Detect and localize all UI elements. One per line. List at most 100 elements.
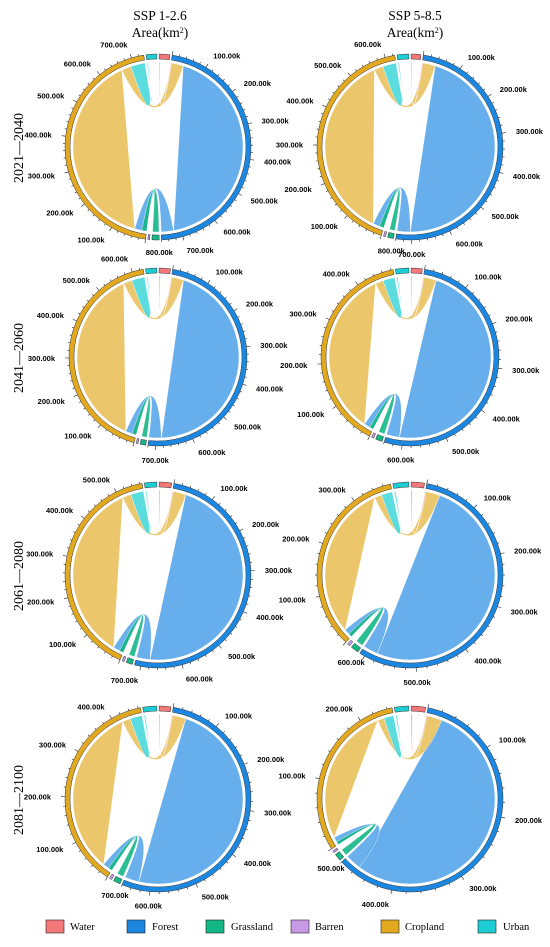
tick-forest	[494, 385, 497, 387]
tick-cropland	[344, 215, 348, 219]
tick-forest	[461, 428, 464, 431]
tick-cropland	[71, 758, 74, 761]
tick-label-axis-end: 800.00k	[146, 248, 174, 257]
tick-forest	[242, 837, 245, 840]
tick-forest	[463, 222, 465, 225]
tick-cropland	[94, 727, 97, 730]
tick-label-forest: 300.00k	[512, 366, 540, 375]
sector-gap-barren	[124, 654, 127, 657]
ribbon-self-forest	[359, 719, 496, 885]
tick-forest	[376, 886, 378, 889]
sector-gap-grassland	[141, 437, 147, 440]
legend-label-barren: Barren	[315, 922, 344, 933]
tick-forest	[486, 402, 489, 404]
tick-label-cropland: 400.00k	[37, 311, 65, 320]
tick-label-cropland: 100.00k	[77, 236, 105, 245]
tick-label-cropland: 100.00k	[49, 640, 77, 649]
sector-cropland	[320, 269, 395, 437]
tick-cropland	[372, 711, 374, 714]
sector-water	[158, 705, 172, 713]
tick-cropland	[320, 183, 325, 186]
tick-forest	[225, 210, 228, 213]
tick-cropland	[68, 767, 71, 769]
sector-grassland	[151, 234, 160, 241]
chord-panel-6: 100.00k 200.00k 300.00k 400.00k 500.00k 600.0…	[24, 702, 292, 910]
sector-gap-barren	[351, 638, 355, 642]
tick-cropland	[349, 288, 352, 291]
tick-cropland	[326, 190, 329, 192]
sector-urban	[396, 53, 410, 61]
tick-forest	[235, 746, 238, 748]
tick-label-cropland: 300.00k	[28, 172, 56, 181]
tick-cropland	[68, 605, 71, 607]
tick-label-cropland: 300.00k	[289, 310, 317, 319]
sector-gap-barren	[148, 232, 151, 234]
tick-cropland	[87, 82, 90, 85]
tick-label-forest: 100.00k	[474, 273, 502, 282]
tick-cropland	[96, 287, 100, 291]
tick-forest	[189, 662, 192, 665]
tick-forest	[120, 884, 123, 887]
tick-cropland	[358, 225, 361, 228]
tick-forest	[446, 438, 449, 443]
tick-label-forest: 200.00k	[252, 520, 280, 529]
tick-forest	[448, 883, 450, 886]
tick-cropland	[344, 505, 347, 508]
tick-cropland	[74, 191, 77, 194]
tick-forest	[243, 611, 248, 614]
tick-cropland	[102, 721, 104, 724]
tick-cropland	[116, 230, 119, 233]
chord-panel-0: 100.00k 200.00k 300.00k 400.00k 500.00k 600.0…	[25, 40, 292, 257]
ribbon-urban-cropland	[383, 714, 403, 758]
tick-forest	[437, 663, 439, 666]
tick-cropland	[98, 219, 100, 222]
tick-cropland	[123, 58, 125, 61]
tick-label-cropland: 100.00k	[36, 845, 64, 854]
tick-cropland	[92, 77, 95, 80]
tick-forest	[454, 433, 456, 436]
tick-forest	[173, 703, 175, 708]
sector-barren	[332, 847, 339, 853]
tick-cropland	[371, 487, 373, 490]
ribbon-self-cropland	[324, 69, 375, 224]
tick-forest	[240, 323, 243, 325]
tick-forest	[456, 655, 459, 658]
sector-forest	[359, 483, 504, 669]
tick-cropland	[318, 120, 321, 122]
tick-forest	[383, 664, 385, 667]
ribbon-self-cropland	[72, 497, 123, 648]
tick-label-forest: 200.00k	[514, 546, 542, 555]
tick-label-axis-end: 800.00k	[378, 246, 406, 255]
tick-forest	[473, 504, 478, 508]
tick-label-cropland: 200.00k	[38, 397, 66, 406]
tick-label-forest: 100.00k	[225, 712, 253, 721]
ribbon-self-water	[160, 489, 170, 491]
tick-forest	[202, 228, 205, 231]
ribbon-self-cropland	[324, 497, 375, 631]
ribbon-self-forest	[149, 494, 244, 661]
tick-label-forest: 600.00k	[186, 674, 214, 683]
tick-cropland	[87, 209, 90, 212]
sector-urban	[142, 705, 158, 713]
sector-gap-water	[411, 711, 425, 715]
sector-gap-water	[159, 711, 171, 714]
tick-forest	[501, 132, 506, 134]
sector-barren	[121, 655, 127, 662]
sector-water	[158, 481, 172, 489]
tick-label-forest: 600.00k	[223, 228, 251, 237]
tick-cropland	[68, 114, 71, 116]
sector-gap-grassland	[377, 432, 385, 436]
tick-cropland	[104, 223, 106, 226]
tick-cropland	[92, 214, 95, 217]
sector-cropland	[316, 483, 392, 643]
sector-gap-grassland	[355, 641, 362, 648]
tick-forest	[247, 173, 250, 175]
tick-cropland	[109, 714, 112, 719]
tick-forest	[246, 603, 249, 605]
ribbon-self-water	[412, 489, 423, 492]
ribbon-self-urban	[147, 275, 156, 277]
ribbon-urban-cropland	[130, 62, 153, 106]
tick-forest	[465, 498, 468, 501]
tick-cropland	[351, 220, 354, 223]
tick-label-forest: 400.00k	[362, 900, 390, 909]
